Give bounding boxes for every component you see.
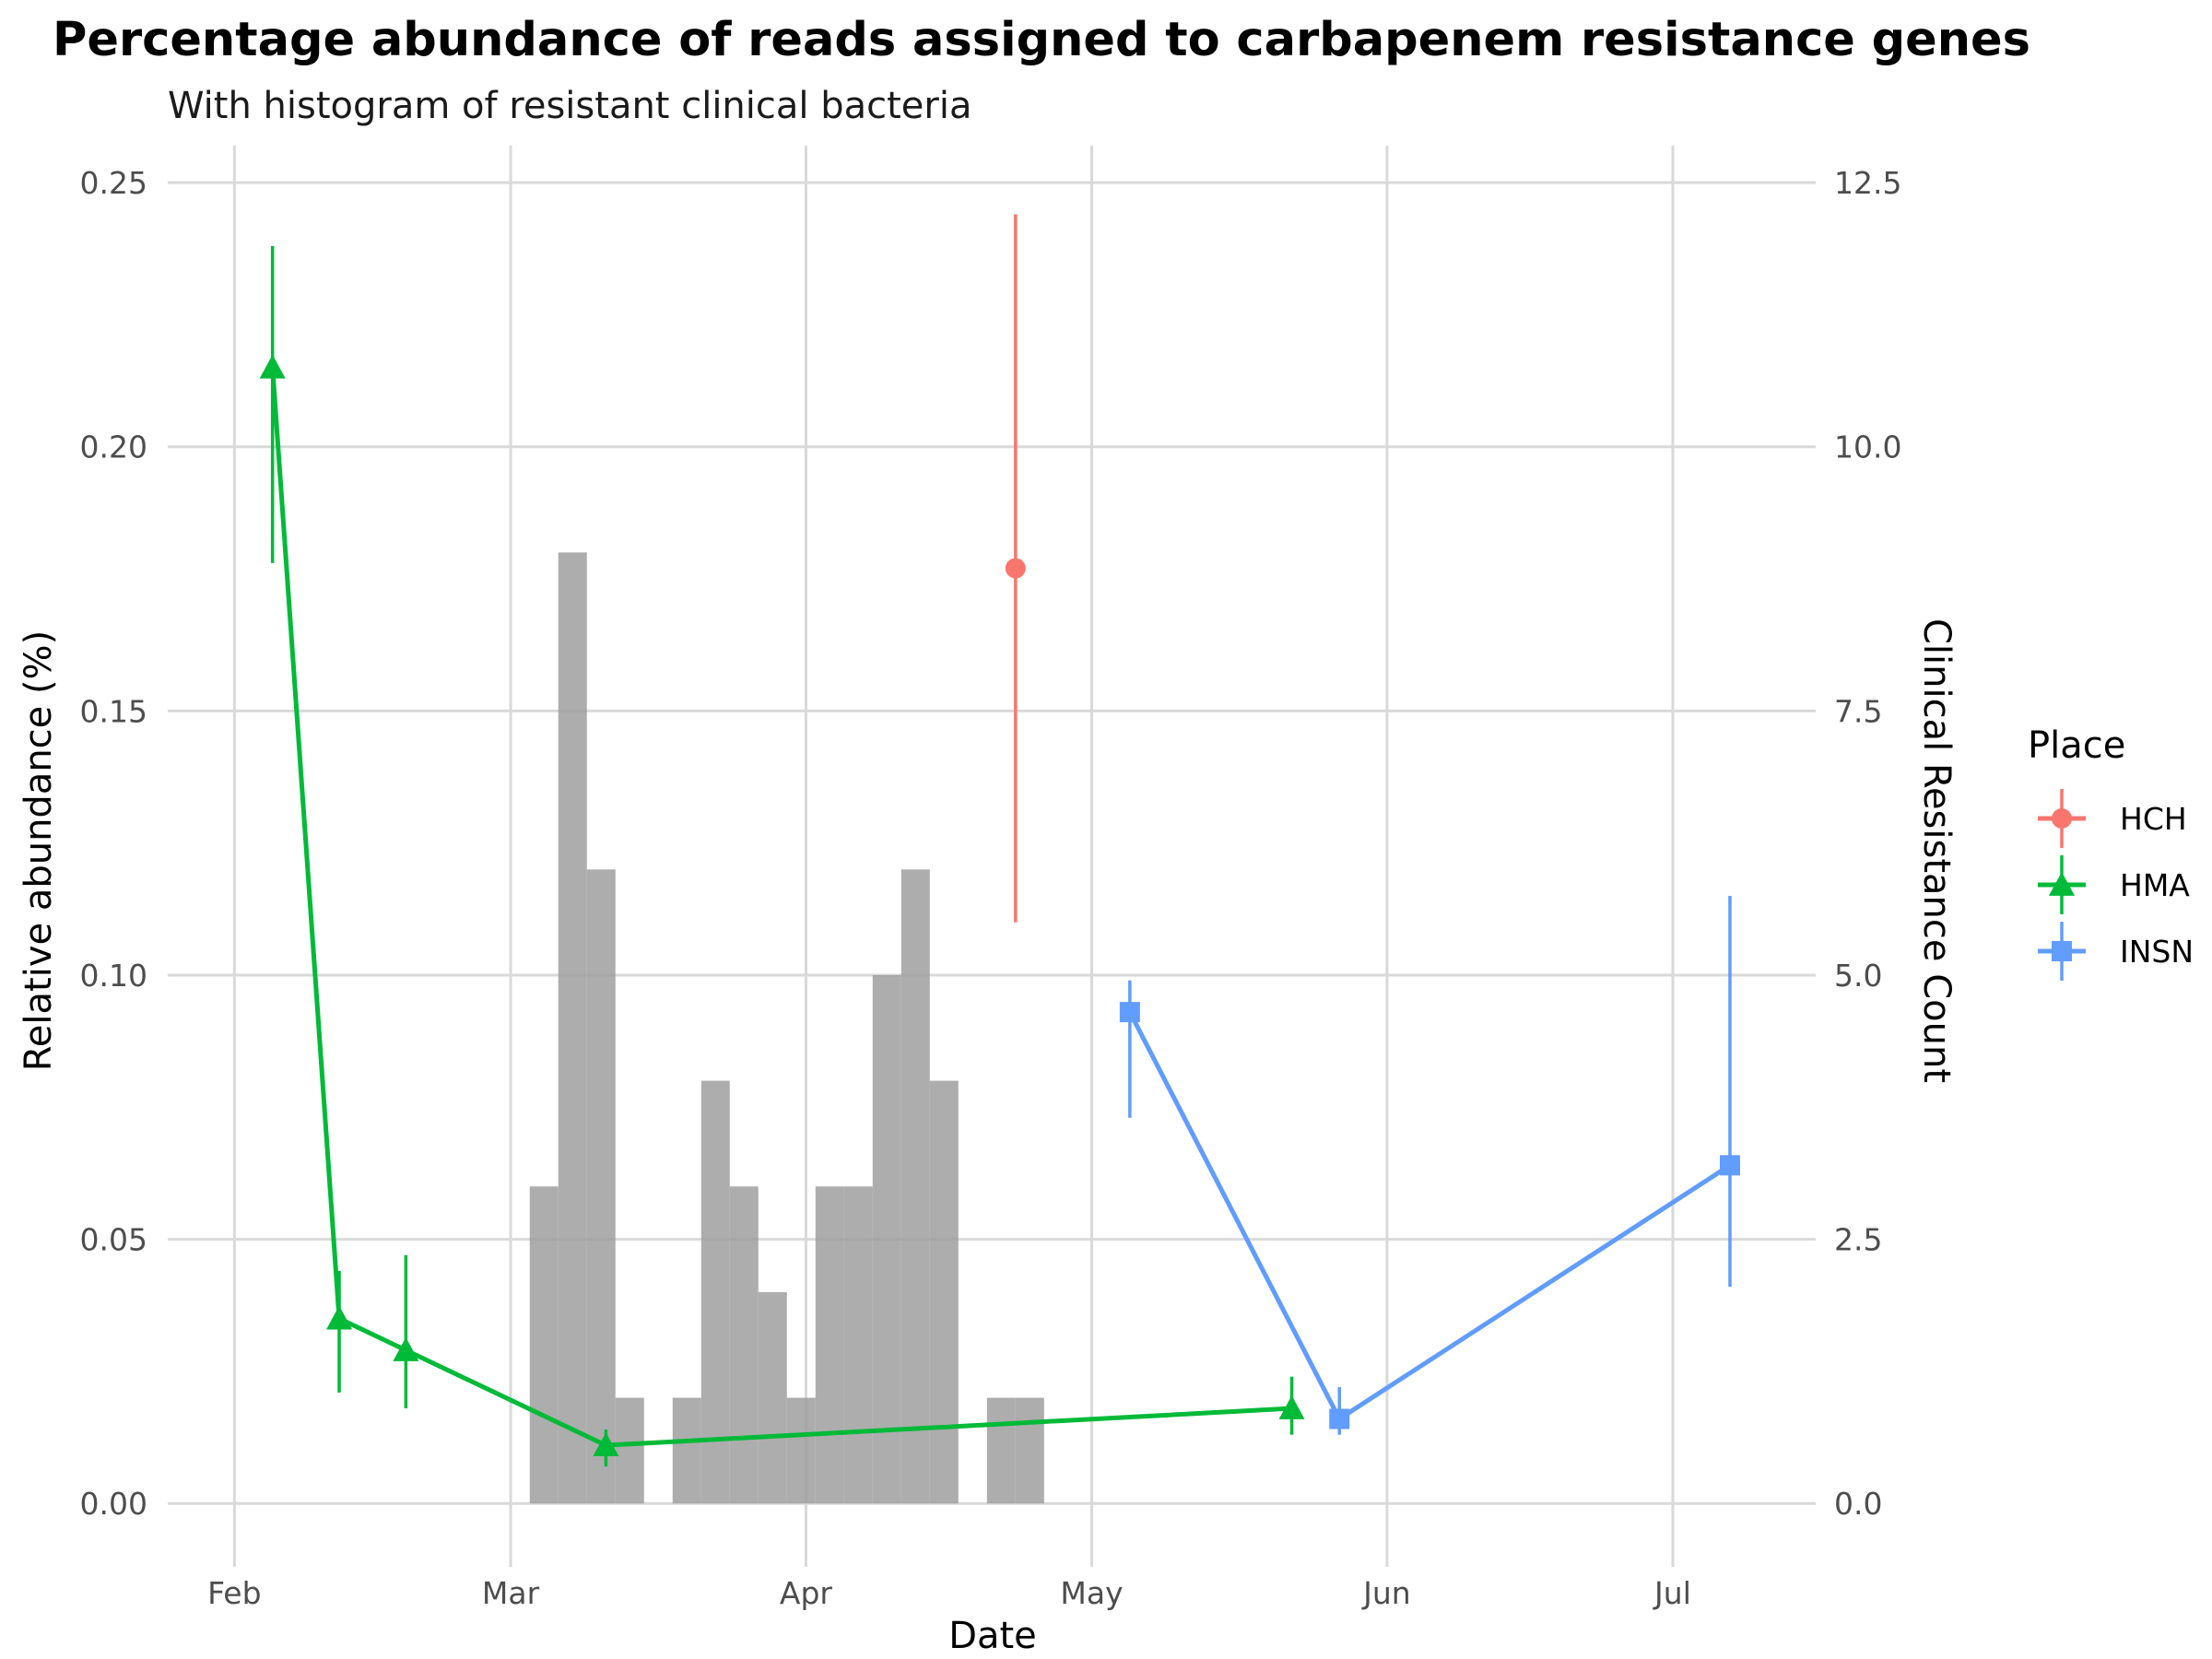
legend-title: Place — [2028, 724, 2125, 767]
y-tick-label: 0.00 — [80, 1486, 147, 1522]
legend-key-marker — [2049, 872, 2075, 896]
y2-axis-title: Clinical Resistance Count — [1915, 618, 1958, 1083]
series-line-hma — [270, 367, 1292, 1448]
histogram-bar — [1015, 1397, 1044, 1504]
data-point-hma — [1278, 1395, 1305, 1419]
legend-label-hch: HCH — [2120, 801, 2187, 837]
chart-title: Percentage abundance of reads assigned t… — [53, 13, 2030, 67]
histogram-bar — [672, 1397, 701, 1504]
histogram-bar — [786, 1397, 816, 1504]
y2-tick-label: 7.5 — [1834, 693, 1882, 729]
series-points — [259, 354, 1740, 1457]
data-point-hma — [259, 354, 286, 379]
data-point-insn — [1329, 1408, 1350, 1430]
y-tick-label: 0.20 — [80, 429, 147, 465]
histogram-bar — [843, 1186, 873, 1504]
legend-label-insn: INSN — [2120, 934, 2194, 970]
histogram-bar — [872, 974, 901, 1504]
error-bars — [270, 214, 1732, 1467]
data-point-insn — [1719, 1155, 1740, 1176]
y-tick-label: 0.25 — [80, 165, 147, 201]
histogram — [529, 552, 1044, 1504]
x-tick-label: Jul — [1653, 1575, 1691, 1611]
y-axis-title: Relative abundance (%) — [18, 630, 60, 1071]
y2-tick-label: 0.0 — [1834, 1486, 1882, 1522]
y2-tick-label: 5.0 — [1834, 958, 1882, 994]
y2-tick-label: 2.5 — [1834, 1222, 1882, 1258]
histogram-bar — [815, 1186, 844, 1504]
data-point-hma — [393, 1336, 419, 1361]
data-point-hma — [326, 1305, 353, 1330]
x-tick-label: Mar — [482, 1575, 540, 1611]
histogram-bar — [615, 1397, 644, 1504]
y2-tick-label: 12.5 — [1834, 165, 1901, 201]
histogram-bar — [729, 1186, 759, 1504]
x-tick-label: Jun — [1361, 1575, 1411, 1611]
y-tick-label: 0.10 — [80, 958, 147, 994]
legend-key-marker — [2052, 941, 2072, 961]
data-point-insn — [1119, 1002, 1140, 1023]
histogram-bar — [900, 869, 930, 1504]
histogram-bar — [586, 869, 616, 1504]
histogram-bar — [700, 1080, 730, 1504]
legend: Place HCH HMA INSN — [2028, 724, 2194, 981]
histogram-bar — [929, 1080, 959, 1504]
x-tick-label: Apr — [780, 1575, 833, 1611]
tick-labels: Feb Mar Apr May Jun Jul 0.00 0.05 0.10 0.15 0.20 0.… — [80, 165, 1902, 1611]
y-tick-label: 0.15 — [80, 693, 147, 729]
series-lines — [270, 367, 1732, 1448]
legend-key-marker — [2052, 808, 2072, 829]
data-point-hma — [593, 1432, 619, 1457]
chart-subtitle: With histogram of resistant clinical bac… — [168, 85, 971, 127]
y2-tick-label: 10.0 — [1834, 429, 1901, 465]
histogram-bar — [529, 1186, 559, 1504]
y-tick-label: 0.05 — [80, 1222, 147, 1258]
histogram-bar — [558, 552, 587, 1504]
histogram-bar — [986, 1397, 1016, 1504]
data-point-hch — [1005, 558, 1026, 579]
x-axis-title: Date — [948, 1615, 1037, 1657]
grid-lines — [168, 146, 1816, 1567]
x-tick-label: May — [1060, 1575, 1123, 1611]
series-line-insn — [1127, 1010, 1732, 1421]
x-tick-label: Feb — [207, 1575, 261, 1611]
histogram-bar — [758, 1291, 787, 1504]
legend-label-hma: HMA — [2120, 867, 2190, 903]
